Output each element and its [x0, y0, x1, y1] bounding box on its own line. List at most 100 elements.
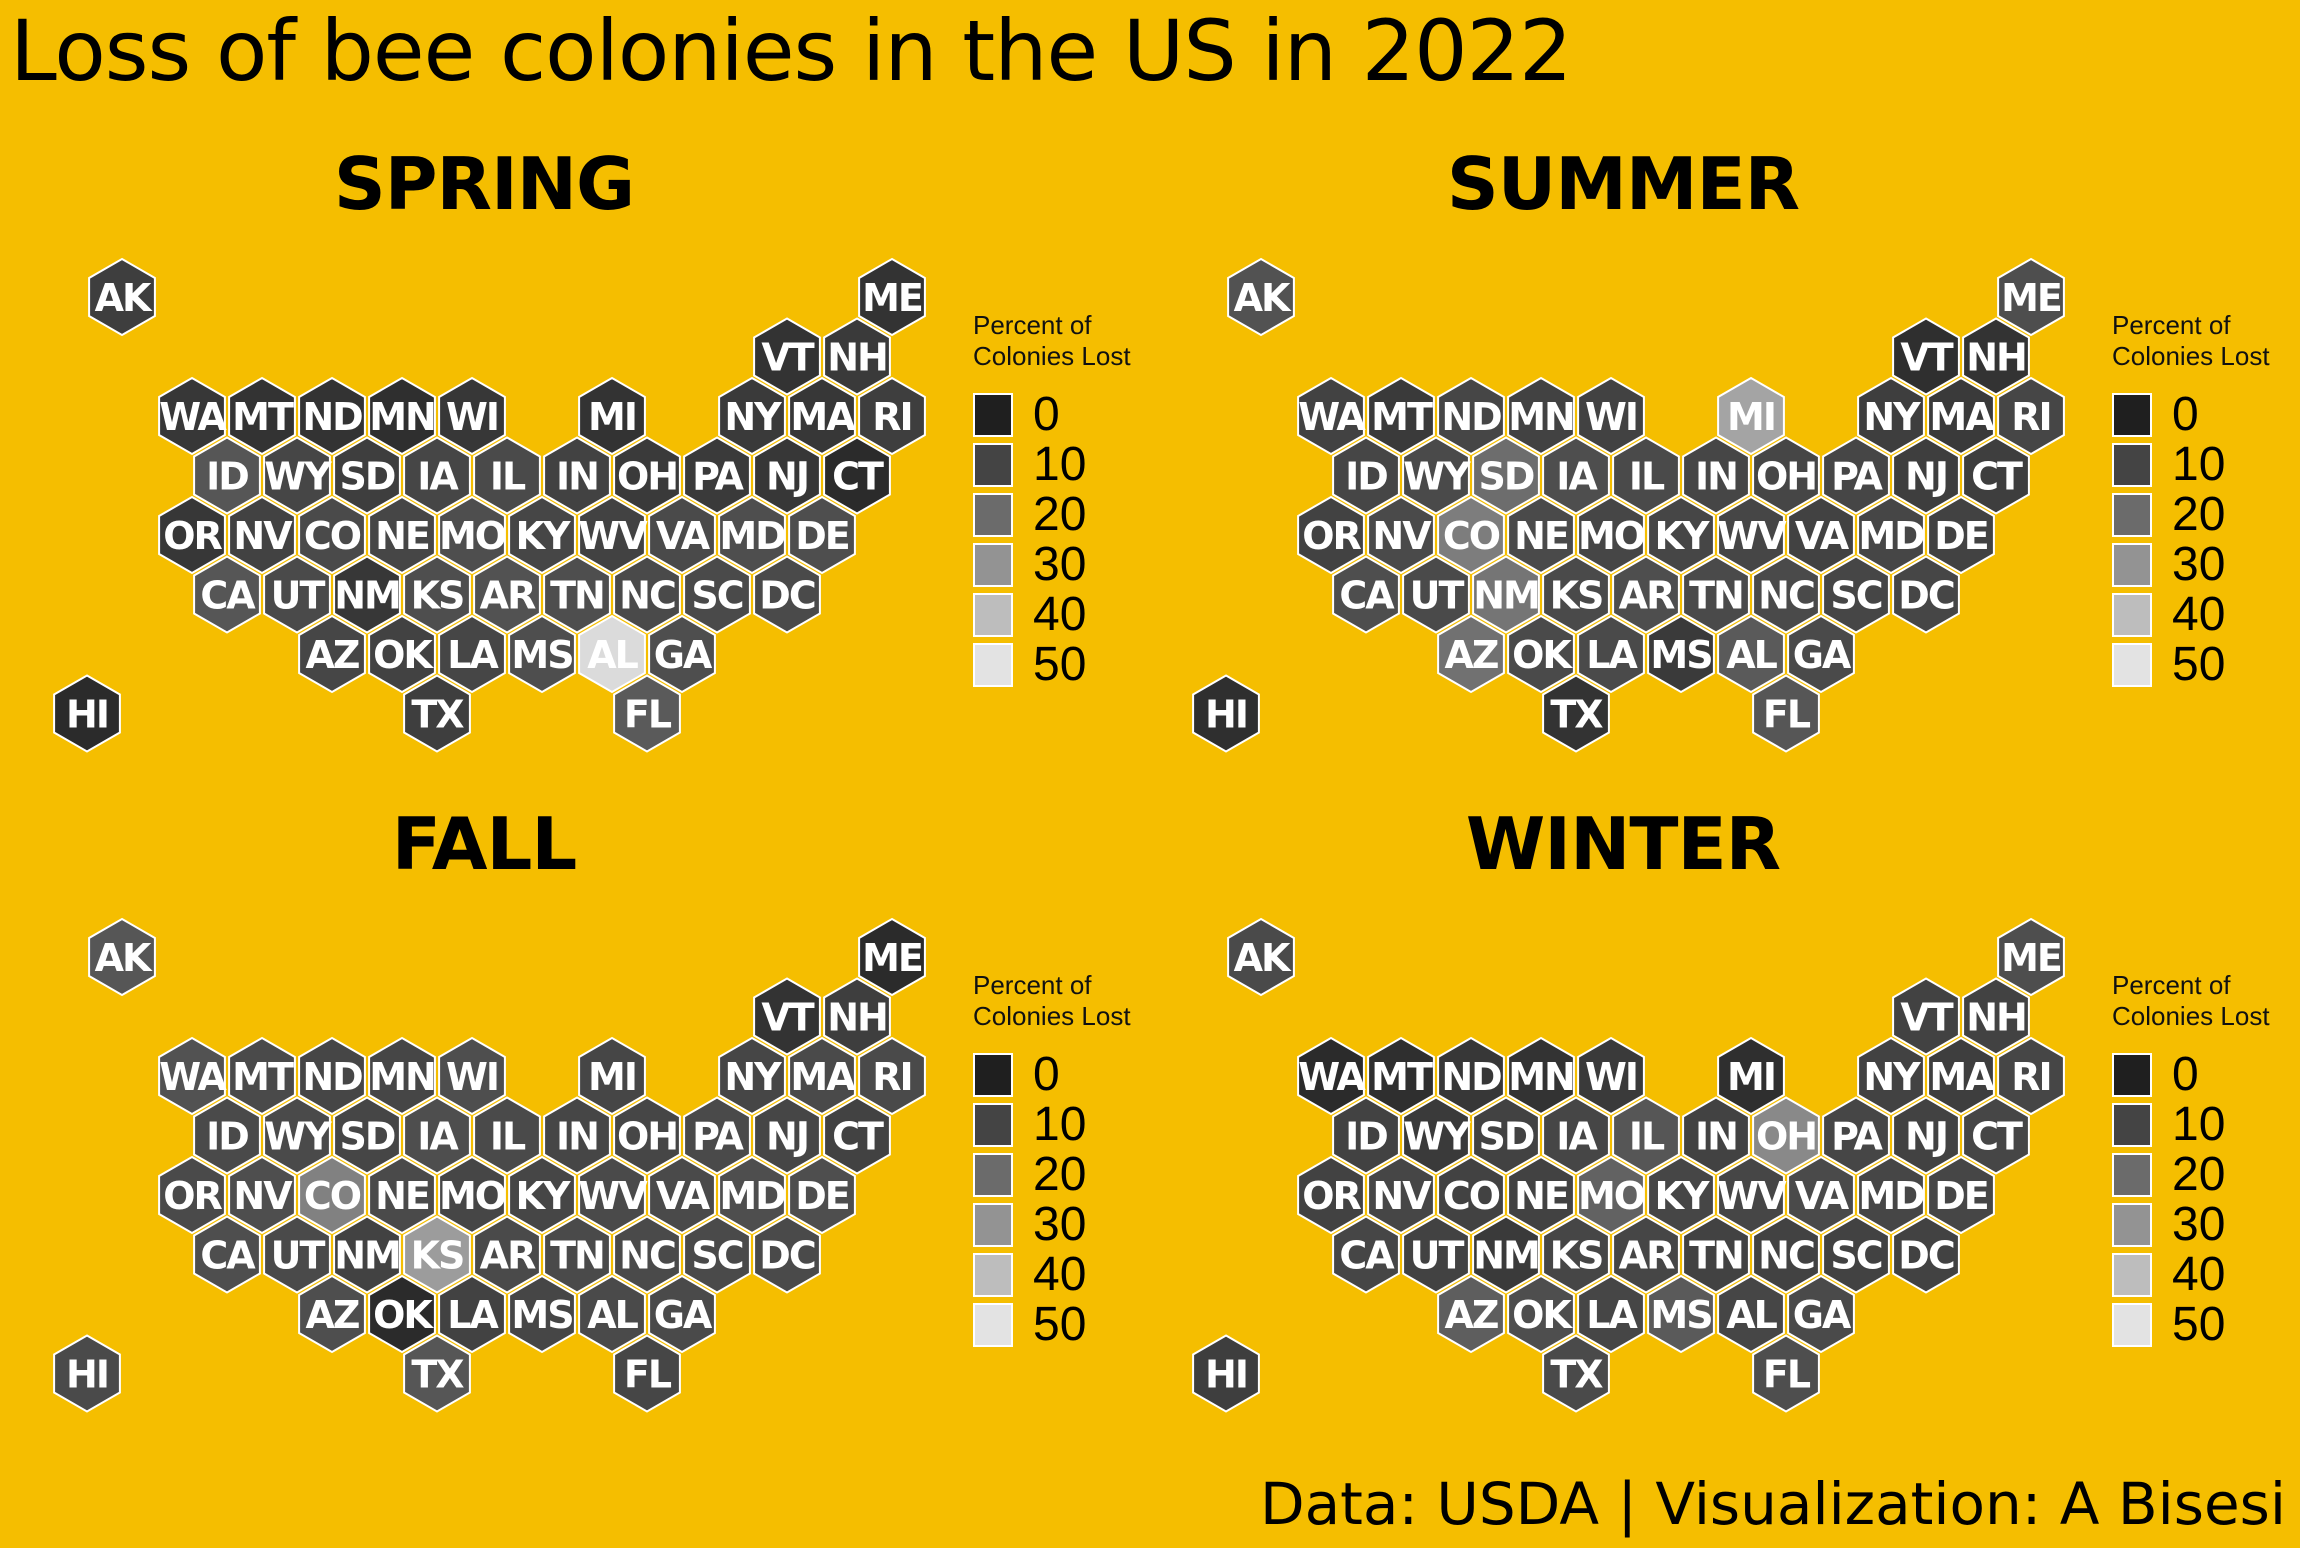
- state-label: SD: [340, 1115, 395, 1159]
- state-hex-tn: TN: [543, 1215, 611, 1294]
- state-label: MS: [511, 633, 572, 677]
- state-label: FL: [624, 1353, 672, 1397]
- legend-title-line2: Colonies Lost: [2112, 341, 2270, 371]
- state-label: CO: [304, 514, 361, 558]
- state-label: IL: [490, 1115, 526, 1159]
- state-hex-al: AL: [1717, 614, 1785, 694]
- state-hex-ia: IA: [403, 436, 471, 515]
- state-label: ME: [2001, 936, 2061, 980]
- state-label: NM: [1473, 574, 1539, 618]
- state-label: VT: [761, 336, 814, 380]
- legend-swatch: [973, 1253, 1013, 1297]
- state-hex-shape: [438, 614, 506, 694]
- state-label: IA: [417, 455, 459, 499]
- state-hex-shape: [1647, 495, 1715, 575]
- state-hex-wv: WV: [578, 495, 650, 575]
- state-label: TN: [1689, 574, 1743, 618]
- state-hex-or: OR: [158, 495, 226, 575]
- state-hex-shape: [263, 1096, 331, 1175]
- state-hex-shape: [648, 1155, 716, 1235]
- state-hex-shape: [508, 1274, 576, 1354]
- state-hex-ut: UT: [263, 555, 331, 634]
- state-hex-shape: [753, 1096, 821, 1175]
- panel-summer: SUMMER AK ME VT NH WA MT ND MN WI MI NY MA RI ID WY SD IA…: [1139, 0, 2279, 753]
- state-hex-az: AZ: [1437, 614, 1505, 694]
- state-hex-shape: [368, 1274, 436, 1354]
- state-label: CA: [1339, 574, 1395, 618]
- state-hex-la: LA: [1577, 614, 1645, 694]
- state-hex-ut: UT: [1402, 555, 1470, 634]
- legend-title: Percent of Colonies Lost: [973, 310, 1173, 372]
- state-hex-shape: [823, 1096, 891, 1175]
- state-hex-hi: HI: [53, 1334, 121, 1413]
- state-hex-wa: WA: [1297, 376, 1368, 456]
- state-hex-shape: [1962, 436, 2030, 515]
- state-hex-ri: RI: [1997, 376, 2065, 456]
- state-label: KY: [1655, 514, 1710, 558]
- state-label: MD: [719, 1174, 785, 1218]
- state-hex-shape: [1542, 1096, 1610, 1175]
- state-hex-shape: [1577, 1155, 1645, 1235]
- state-label: MO: [1578, 1174, 1645, 1218]
- state-hex-shape: [578, 1274, 646, 1354]
- legend-item: 40: [2112, 590, 2300, 640]
- state-hex-mt: MT: [228, 376, 296, 456]
- state-hex-shape: [683, 436, 751, 515]
- state-label: SC: [691, 1234, 742, 1278]
- state-hex-shape: [333, 555, 401, 634]
- state-hex-hi: HI: [53, 674, 121, 753]
- state-label: MO: [439, 514, 506, 558]
- state-label: NC: [619, 574, 675, 618]
- state-hex-ut: UT: [263, 1215, 331, 1294]
- state-hex-hi: HI: [1192, 674, 1260, 753]
- legend-swatch: [2112, 1253, 2152, 1297]
- state-hex-shape: [1402, 1096, 1470, 1175]
- state-label: WA: [1298, 1055, 1366, 1099]
- legend-label: 20: [1033, 1148, 1087, 1201]
- state-hex-nm: NM: [1472, 1215, 1541, 1294]
- hex-map: AK ME VT NH WA MT ND MN WI MI NY MA RI ID WY SD IA IL IN OH…: [53, 917, 926, 1413]
- legend-items: 0 10 20 30 40 50: [2112, 1050, 2300, 1350]
- state-hex-mo: MO: [438, 495, 508, 575]
- state-hex-nd: ND: [1437, 1036, 1505, 1116]
- state-hex-shape: [1367, 1155, 1435, 1235]
- state-label: FL: [1763, 1353, 1811, 1397]
- state-hex-ak: AK: [88, 917, 156, 997]
- state-hex-va: VA: [1787, 1155, 1855, 1235]
- state-label: ID: [206, 455, 248, 499]
- state-hex-de: DE: [788, 495, 856, 575]
- state-hex-shape: [1472, 1215, 1540, 1294]
- state-hex-shape: [298, 614, 366, 694]
- state-label: ID: [206, 1115, 248, 1159]
- legend-label: 30: [2172, 1198, 2226, 1251]
- legend-item: 0: [973, 1050, 1173, 1100]
- state-label: HI: [1205, 1353, 1247, 1397]
- state-label: NH: [1966, 336, 2026, 380]
- state-hex-shape: [648, 495, 716, 575]
- state-label: WV: [1717, 514, 1787, 558]
- state-hex-shape: [578, 1155, 646, 1235]
- state-label: MS: [1650, 633, 1711, 677]
- state-hex-tx: TX: [403, 1334, 471, 1413]
- state-label: WV: [578, 1174, 648, 1218]
- state-hex-mi: MI: [1717, 376, 1785, 456]
- state-hex-ms: MS: [508, 614, 576, 694]
- state-hex-shape: [473, 1215, 541, 1294]
- state-label: GA: [1793, 1293, 1852, 1337]
- state-hex-shape: [368, 614, 436, 694]
- state-label: VA: [1795, 514, 1850, 558]
- state-hex-mi: MI: [578, 1036, 646, 1116]
- state-label: KS: [411, 574, 464, 618]
- state-hex-shape: [788, 376, 856, 456]
- state-hex-shape: [613, 1334, 681, 1413]
- state-hex-shape: [1857, 1036, 1925, 1116]
- state-hex-shape: [1752, 555, 1820, 634]
- state-hex-wi: WI: [1577, 1036, 1645, 1116]
- state-label: NM: [334, 1234, 400, 1278]
- state-hex-shape: [718, 1036, 786, 1116]
- state-label: LA: [1586, 633, 1638, 677]
- state-hex-shape: [1437, 1036, 1505, 1116]
- state-hex-ky: KY: [508, 1155, 576, 1235]
- state-hex-shape: [193, 436, 261, 515]
- state-hex-id: ID: [1332, 436, 1400, 515]
